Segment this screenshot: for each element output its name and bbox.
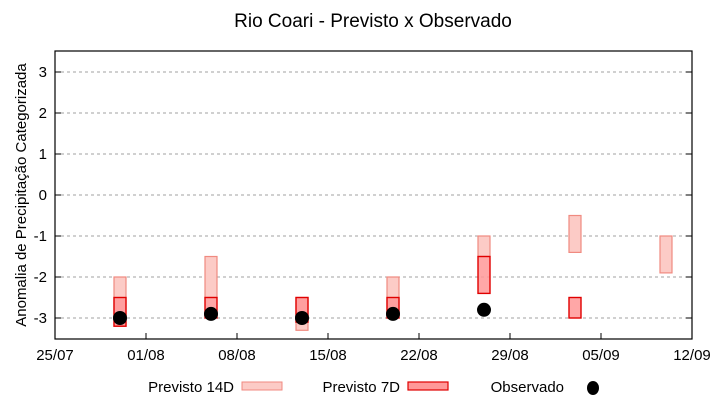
- y-tick-label: 2: [39, 105, 47, 122]
- previsto-14d-bar: [659, 235, 673, 274]
- observado-point: [386, 306, 400, 321]
- observado-point: [204, 306, 218, 321]
- y-gridlines: [55, 71, 692, 319]
- observado-point: [477, 302, 491, 317]
- legend-label-previsto-7d: Previsto 7D: [322, 379, 400, 396]
- previsto-7d-bar: [568, 296, 582, 319]
- x-tick-label: 22/08: [400, 347, 438, 364]
- x-axis-ticks: 25/07 01/08 08/08 15/08 22/08 29/08 05/09 12/09: [36, 333, 711, 364]
- legend: Previsto 14D Previsto 7D Observado: [148, 379, 599, 396]
- previsto-7d-bars: [113, 255, 582, 327]
- y-tick-label: 0: [39, 187, 47, 204]
- previsto-7d-bar: [477, 255, 491, 295]
- x-tick-label: 25/07: [36, 347, 74, 364]
- x-tick-label: 12/09: [673, 347, 711, 364]
- y-axis-ticks: 3 2 1 0 -1 -2 -3: [34, 64, 692, 327]
- previsto-14d-bar: [477, 235, 491, 258]
- x-tick-label: 08/08: [218, 347, 256, 364]
- observado-points: [113, 302, 491, 325]
- y-tick-label: 1: [39, 146, 47, 163]
- y-tick-label: -1: [34, 228, 47, 245]
- legend-label-observado: Observado: [491, 379, 564, 396]
- previsto-14d-bar: [204, 255, 218, 299]
- x-tick-label: 01/08: [127, 347, 165, 364]
- chart-title: Rio Coari - Previsto x Observado: [234, 11, 512, 32]
- x-tick-label: 29/08: [491, 347, 529, 364]
- x-tick-label: 05/09: [582, 347, 620, 364]
- y-tick-label: -3: [34, 310, 47, 327]
- legend-swatch-previsto-14d: [241, 381, 283, 391]
- x-tick-label: 15/08: [309, 347, 347, 364]
- legend-swatch-previsto-7d: [407, 381, 449, 391]
- previsto-14d-bar: [568, 214, 582, 254]
- legend-label-previsto-14d: Previsto 14D: [148, 379, 234, 396]
- y-tick-label: 3: [39, 64, 47, 81]
- legend-marker-observado: [587, 381, 599, 395]
- y-axis-label: Anomalia de Precipitação Categorizada: [13, 63, 30, 327]
- observado-point: [295, 311, 309, 325]
- y-tick-label: -2: [34, 269, 47, 286]
- observado-point: [113, 311, 127, 325]
